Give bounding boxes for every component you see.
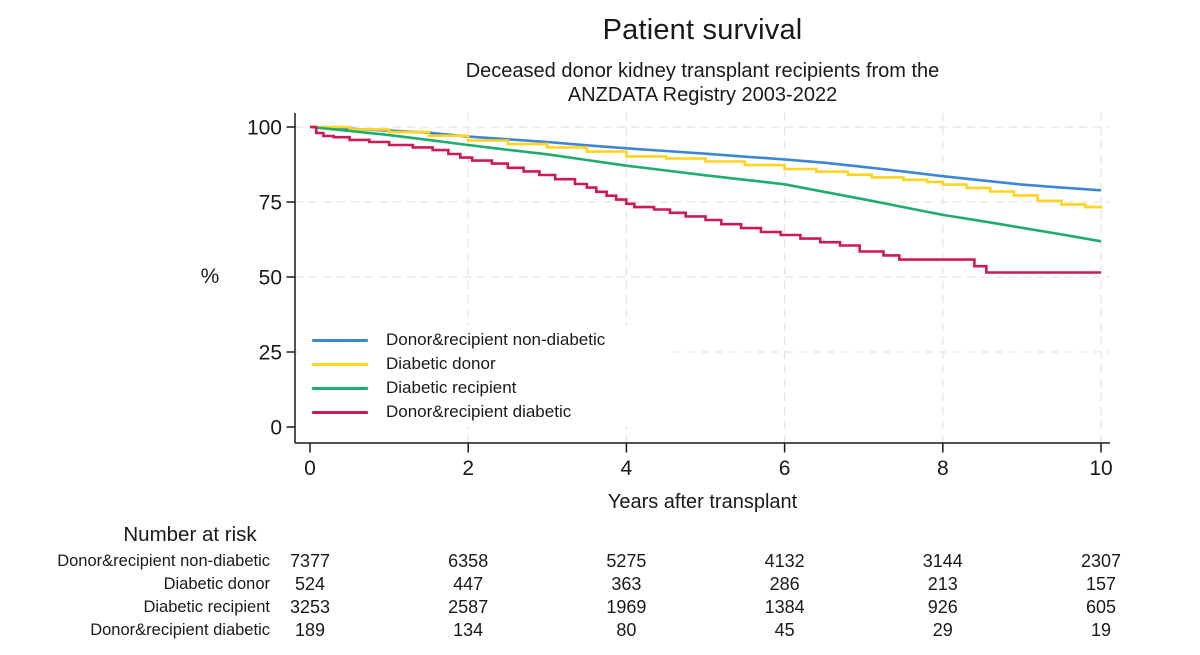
risk-row-label: Diabetic donor [163,575,270,593]
risk-table-heading: Number at risk [123,523,257,546]
risk-count: 2307 [1080,551,1122,571]
x-tick-label: 0 [304,457,316,480]
survival-curve-0 [309,125,1102,192]
legend-item-label: Diabetic recipient [386,378,517,397]
legend-item: Donor&recipient diabetic [312,400,670,424]
x-tick-label: 10 [1089,457,1112,480]
risk-row-label: Donor&recipient diabetic [90,621,270,639]
legend-item: Diabetic donor [312,352,670,376]
survival-plot: 0 25 50 75 100 0 2 4 6 8 10 [247,113,1113,480]
survival-curve-1 [310,125,1103,209]
legend-line-swatch [312,338,368,342]
risk-row: Donor&recipient non-diabetic 7377 6358 5275… [0,550,1200,573]
survival-curve-2 [309,125,1102,243]
risk-count: 3253 [289,597,331,617]
risk-count: 134 [453,620,484,640]
risk-count: 363 [611,574,642,594]
x-tick-label: 6 [779,457,791,480]
risk-row: Diabetic recipient 3253 2587 1969 1384 926 605 [0,596,1200,619]
risk-count: 19 [1090,620,1112,640]
y-tick-label: 25 [259,342,282,365]
risk-count: 447 [453,574,484,594]
legend-line-swatch [312,362,368,366]
legend-item-label: Donor&recipient non-diabetic [386,330,606,349]
survival-curve-3 [310,125,1101,274]
risk-count: 1969 [606,597,647,617]
risk-count: 80 [616,620,637,640]
risk-count: 605 [1085,597,1117,617]
legend-item: Donor&recipient non-diabetic [312,328,670,352]
y-tick-label: 100 [247,117,282,140]
risk-count: 189 [294,620,326,640]
risk-count: 7377 [289,551,331,571]
chart-subtitle: Deceased donor kidney transplant recipie… [295,59,1110,107]
risk-count: 524 [294,574,326,594]
legend-line-swatch [312,386,368,390]
risk-row-label: Donor&recipient non-diabetic [57,552,270,570]
chart-title: Patient survival [602,14,803,46]
risk-count: 2587 [448,597,489,617]
risk-count: 5275 [606,551,647,571]
risk-count: 926 [927,597,958,617]
risk-count: 1384 [764,597,805,617]
x-tick-label: 2 [462,457,474,480]
risk-count: 157 [1085,574,1117,594]
y-axis-label: % [200,265,220,288]
risk-count: 29 [932,620,953,640]
risk-count: 6358 [448,551,489,571]
risk-row: Donor&recipient diabetic 189 134 80 45 29 19 [0,619,1200,642]
legend-item-label: Donor&recipient diabetic [386,402,572,421]
y-tick-label: 75 [259,192,282,215]
risk-count: 213 [927,574,958,594]
y-tick-label: 0 [270,417,282,440]
x-tick-label: 8 [937,457,949,480]
risk-count: 3144 [922,551,963,571]
x-tick-label: 4 [621,457,633,480]
risk-row-label: Diabetic recipient [143,598,270,616]
y-tick-label: 50 [259,267,282,290]
risk-count: 286 [769,574,800,594]
risk-row: Diabetic donor 524 447 363 286 213 157 [0,573,1200,596]
chart-subtitle-line1: Deceased donor kidney transplant recipie… [465,60,940,82]
x-axis-label: Years after transplant [607,491,798,513]
risk-count: 45 [774,620,795,640]
legend-item-label: Diabetic donor [386,354,496,373]
chart-subtitle-line2: ANZDATA Registry 2003-2022 [567,84,838,106]
legend: Donor&recipient non-diabetic Diabetic don… [299,326,670,426]
legend-item: Diabetic recipient [312,376,670,400]
risk-count: 4132 [764,551,805,571]
legend-line-swatch [312,410,368,414]
